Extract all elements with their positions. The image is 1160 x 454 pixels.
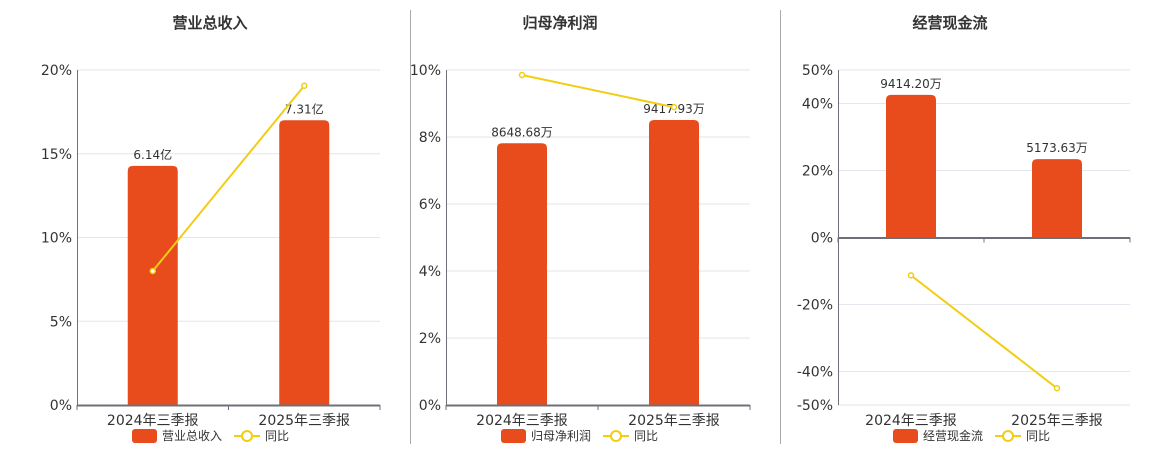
legend-bar-swatch (132, 429, 157, 443)
y-tick-label: 8% (419, 130, 441, 146)
y-tick-label: 10% (41, 231, 72, 247)
x-tick-label: 2024年三季报 (107, 413, 199, 429)
bar (1032, 159, 1082, 238)
chart-title: 归母净利润 (522, 14, 597, 32)
yoy-point (301, 82, 308, 89)
bar-data-label: 9414.20万 (880, 77, 942, 91)
bar (886, 94, 936, 238)
legend-line-marker (1002, 430, 1014, 442)
y-tick-label: 6% (419, 197, 441, 213)
y-tick-label: 4% (419, 264, 441, 280)
x-tick-label: 2024年三季报 (865, 413, 957, 429)
legend-label: 同比 (1026, 429, 1050, 443)
bar (279, 120, 330, 405)
yoy-line (910, 274, 1058, 390)
x-tick-label: 2024年三季报 (476, 413, 568, 429)
yoy-point (670, 103, 678, 111)
yoy-line (521, 74, 675, 109)
chart-title: 经营现金流 (912, 14, 987, 32)
y-tick-label: 10% (410, 63, 441, 79)
bar (127, 165, 178, 405)
bar-data-label: 8648.68万 (491, 125, 553, 139)
yoy-line (151, 85, 306, 272)
legend-line-marker (610, 430, 622, 442)
yoy-point (907, 272, 915, 279)
legend-label: 营业总收入 (162, 429, 222, 443)
bar-data-label: 6.14亿 (133, 147, 172, 162)
y-tick-label: 20% (41, 63, 72, 79)
legend-bar-swatch (501, 429, 526, 443)
legend-label: 同比 (265, 429, 289, 443)
y-tick-label: 0% (419, 398, 441, 414)
y-tick-label: 15% (41, 147, 72, 163)
y-tick-label: 40% (802, 97, 833, 113)
y-tick-label: 50% (802, 63, 833, 79)
x-tick-label: 2025年三季报 (1011, 413, 1103, 429)
legend-label: 同比 (634, 429, 658, 443)
x-tick-label: 2025年三季报 (258, 413, 350, 429)
y-tick-label: 0% (50, 398, 72, 414)
yoy-point (149, 267, 156, 275)
bar (649, 119, 699, 406)
y-tick-label: -50% (797, 398, 833, 414)
y-tick-label: 5% (50, 314, 72, 330)
yoy-point (518, 71, 526, 79)
legend-line-marker (241, 430, 253, 442)
y-tick-label: -40% (797, 365, 833, 381)
y-tick-label: 20% (802, 164, 833, 180)
yoy-point (1053, 385, 1061, 392)
bar (497, 143, 547, 405)
legend-bar-swatch (893, 429, 918, 443)
y-tick-label: 0% (811, 231, 833, 247)
x-tick-label: 2025年三季报 (628, 413, 720, 429)
bar-data-label: 7.31亿 (285, 101, 324, 116)
legend-label: 经营现金流 (923, 428, 983, 443)
legend-label: 归母净利润 (531, 429, 591, 443)
bar-data-label: 5173.63万 (1026, 141, 1088, 155)
y-tick-label: 2% (419, 331, 441, 347)
chart-title: 营业总收入 (172, 14, 247, 32)
y-tick-label: -20% (797, 298, 833, 314)
